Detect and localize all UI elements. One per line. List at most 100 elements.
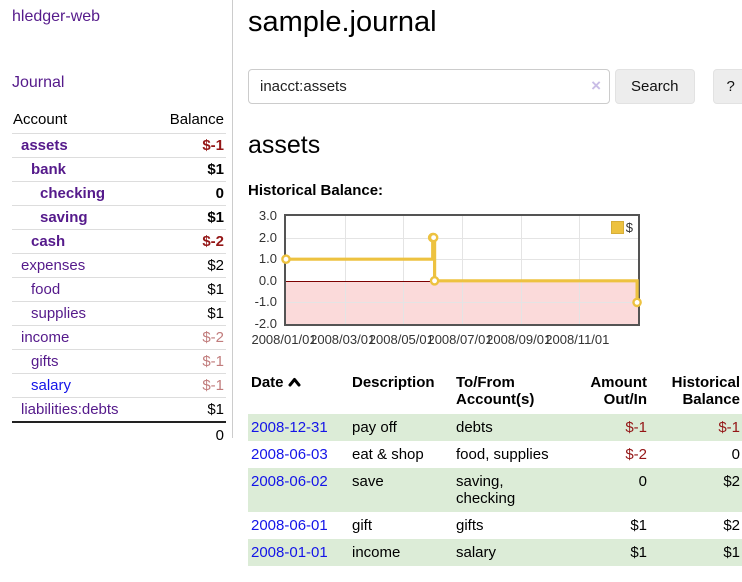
account-row: salary $-1 — [12, 373, 226, 398]
accounts-total-row: 0 — [12, 421, 226, 447]
register-header-balance: Historical Balance — [671, 374, 740, 408]
transaction-row: 2008-01-01 income salary $1 $1 — [248, 539, 742, 566]
chart-x-axis: 2008/01/01 2008/03/01 2008/05/01 2008/07/01… — [251, 332, 640, 348]
transaction-accounts: salary — [456, 544, 497, 561]
y-tick-label: -2.0 — [254, 316, 277, 331]
account-balance: $1 — [152, 397, 226, 422]
account-balance: $-2 — [152, 229, 226, 254]
search-button[interactable]: Search — [615, 69, 695, 104]
transaction-date-link[interactable]: 2008-01-01 — [251, 544, 328, 561]
account-link-checking[interactable]: checking — [40, 185, 106, 202]
transaction-row: 2008-06-02 save saving, checking 0 $2 — [248, 468, 742, 512]
sidebar: hledger-web Journal Account Balance asse… — [0, 0, 233, 447]
y-tick-label: 2.0 — [258, 229, 277, 245]
transaction-description: income — [352, 544, 401, 561]
y-tick-label: -1.0 — [254, 294, 277, 310]
transaction-date-link[interactable]: 2008-12-31 — [251, 419, 328, 436]
chart-series-line — [281, 232, 642, 308]
x-tick-label: 2008/05/01 — [368, 332, 434, 347]
account-row: gifts $-1 — [12, 349, 226, 374]
account-link-cash[interactable]: cash — [31, 233, 66, 250]
transaction-balance: $1 — [723, 544, 740, 561]
y-tick-label: 1.0 — [258, 251, 277, 267]
register-header-accounts: To/From Account(s) — [456, 374, 535, 408]
account-link-expenses[interactable]: expenses — [21, 257, 86, 274]
transaction-date-link[interactable]: 2008-06-01 — [251, 517, 328, 534]
transaction-date: 2008-12-31 — [248, 414, 349, 441]
account-link-gifts[interactable]: gifts — [31, 353, 59, 370]
transaction-date: 2008-06-02 — [248, 468, 349, 512]
account-heading: assets — [248, 131, 321, 159]
transaction-balance: $2 — [723, 473, 740, 490]
transaction-accounts: debts — [456, 419, 493, 436]
x-tick-label: 2008/11/01 — [545, 332, 610, 347]
x-tick-label: 2008/09/01 — [486, 332, 552, 347]
accounts-header-account: Account — [13, 111, 68, 128]
account-balance: 0 — [152, 181, 226, 206]
app-title-link[interactable]: hledger-web — [12, 8, 101, 25]
chart-y-axis: 3.0 2.0 1.0 0.0 -1.0 -2.0 — [248, 208, 280, 331]
register-table: Date Description To/From Account(s) Amou… — [248, 372, 742, 566]
account-link-bank[interactable]: bank — [31, 161, 67, 178]
account-link-supplies[interactable]: supplies — [31, 305, 87, 322]
x-tick-label: 2008/03/01 — [310, 332, 376, 347]
sort-ascending-icon — [288, 375, 301, 392]
account-row: supplies $1 — [12, 301, 226, 326]
accounts-total-spacer — [12, 421, 153, 447]
account-row: cash $-2 — [12, 229, 226, 254]
chart-grid — [286, 216, 638, 324]
transaction-amount: 0 — [638, 473, 647, 490]
account-balance: $-2 — [152, 325, 226, 350]
transaction-accounts: gifts — [456, 517, 484, 534]
account-balance: $1 — [152, 277, 226, 302]
account-link-food[interactable]: food — [31, 281, 61, 298]
transaction-row: 2008-06-01 gift gifts $1 $2 — [248, 512, 742, 539]
account-link-salary[interactable]: salary — [31, 377, 72, 394]
account-row: assets $-1 — [12, 133, 226, 158]
chart-plot-area[interactable]: $ — [281, 214, 642, 326]
account-row: liabilities:debts $1 — [12, 397, 226, 422]
transaction-accounts: saving, checking — [456, 473, 516, 507]
transaction-date: 2008-06-03 — [248, 441, 349, 468]
account-link-liabilities-debts[interactable]: liabilities:debts — [21, 401, 119, 418]
transaction-amount: $-1 — [625, 419, 647, 436]
transaction-description: pay off — [352, 419, 397, 436]
transaction-amount: $-2 — [625, 446, 647, 463]
chart-legend: $ — [608, 219, 635, 236]
account-row: expenses $2 — [12, 253, 226, 278]
transaction-description: gift — [352, 517, 373, 534]
transaction-accounts: food, supplies — [456, 446, 549, 463]
accounts-total-value: 0 — [152, 421, 226, 447]
search-input[interactable] — [248, 69, 610, 104]
accounts-header-balance: Balance — [169, 111, 224, 128]
transaction-date: 2008-01-01 — [248, 539, 349, 566]
transaction-row: 2008-12-31 pay off debts $-1 $-1 — [248, 414, 742, 441]
account-link-assets[interactable]: assets — [21, 137, 68, 154]
account-row: checking 0 — [12, 181, 226, 206]
account-balance: $1 — [152, 301, 226, 326]
help-button[interactable]: ? — [712, 69, 742, 104]
account-link-income[interactable]: income — [21, 329, 70, 346]
transaction-date-link[interactable]: 2008-06-03 — [251, 446, 328, 463]
register-table-body: 2008-12-31 pay off debts $-1 $-1 2008-06-03 ea… — [248, 414, 742, 566]
account-balance: $1 — [152, 205, 226, 230]
transaction-date-link[interactable]: 2008-06-02 — [251, 473, 328, 490]
register-header-description: Description — [352, 374, 435, 391]
account-row: saving $1 — [12, 205, 226, 230]
legend-label: $ — [625, 220, 633, 235]
page-title: sample.journal — [248, 6, 437, 38]
transaction-description: eat & shop — [352, 446, 424, 463]
main-content: sample.journal × Search ? assets Histori… — [233, 0, 742, 566]
accounts-table-body: assets $-1 bank $1 checking 0 saving $1 cash $-2 e… — [12, 133, 226, 422]
account-row: bank $1 — [12, 157, 226, 182]
transaction-date: 2008-06-01 — [248, 512, 349, 539]
search-bar: × Search ? — [248, 69, 742, 104]
register-header-date[interactable]: Date — [248, 372, 349, 414]
transaction-amount: $1 — [630, 544, 647, 561]
chart-label: Historical Balance: — [248, 182, 384, 199]
sidebar-item-journal[interactable]: Journal — [12, 74, 65, 91]
clear-search-icon[interactable]: × — [591, 76, 601, 95]
account-link-saving[interactable]: saving — [40, 209, 88, 226]
account-balance: $1 — [152, 157, 226, 182]
accounts-table: Account Balance assets $-1 bank $1 checking 0… — [12, 108, 226, 447]
